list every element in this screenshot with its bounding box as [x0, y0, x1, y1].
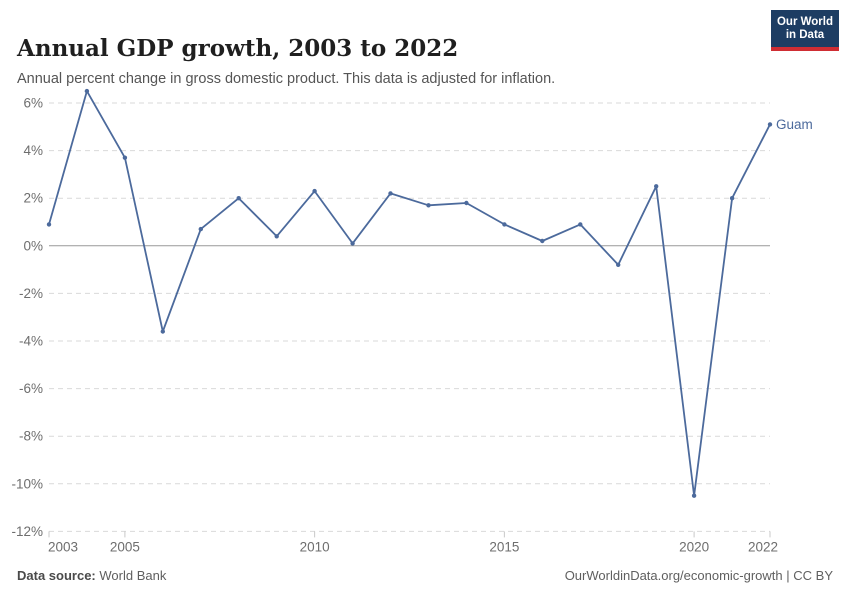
page-title: Annual GDP growth, 2003 to 2022	[17, 35, 459, 63]
data-point[interactable]	[350, 241, 355, 246]
data-point[interactable]	[198, 226, 203, 232]
data-source: Data source: World Bank	[17, 568, 166, 583]
data-point[interactable]	[388, 191, 393, 196]
data-point[interactable]	[502, 222, 507, 227]
trend-line	[48, 90, 771, 497]
data-point[interactable]	[616, 262, 621, 267]
data-source-label: Data source:	[17, 568, 96, 583]
data-point[interactable]	[540, 238, 545, 244]
data-source-value: World Bank	[99, 568, 167, 583]
credit-link[interactable]: OurWorldinData.org/economic-growth	[564, 568, 783, 583]
data-point[interactable]	[729, 196, 735, 201]
y-tick-label: 0%	[23, 238, 43, 253]
data-point[interactable]	[426, 203, 431, 208]
owid-logo-line1: Our World	[776, 16, 833, 28]
owid-logo-line2: in Data	[785, 29, 825, 41]
credit-separator: |	[782, 568, 794, 583]
y-tick-label: 2%	[23, 191, 43, 206]
chart-subtitle: Annual percent change in gross domestic …	[17, 70, 556, 87]
y-tick-label: -2%	[19, 286, 43, 301]
x-tick-label: 2015	[489, 539, 519, 554]
credit-line: OurWorldinData.org/economic-growth | CC …	[565, 568, 833, 583]
data-point[interactable]	[578, 222, 583, 227]
x-tick-label: 2005	[110, 539, 140, 554]
data-point[interactable]	[274, 234, 279, 239]
data-point[interactable]	[84, 88, 90, 94]
data-point[interactable]	[767, 122, 773, 127]
y-tick-label: -8%	[19, 429, 43, 444]
owid-logo[interactable]: Our World in Data	[771, 10, 839, 51]
y-tick-label: 4%	[23, 143, 43, 158]
y-tick-label: -10%	[11, 476, 43, 491]
y-tick-label: -4%	[19, 334, 43, 349]
y-tick-label: 6%	[23, 96, 43, 111]
data-point[interactable]	[160, 329, 165, 334]
data-point[interactable]	[312, 188, 317, 194]
data-point[interactable]	[464, 200, 469, 206]
data-point[interactable]	[236, 196, 241, 201]
y-tick-label: -12%	[11, 524, 43, 539]
entity-label[interactable]: Guam	[776, 117, 813, 132]
data-point[interactable]	[46, 222, 52, 227]
x-tick-label: 2022	[748, 539, 778, 554]
x-tick-label: 2020	[679, 539, 709, 554]
data-point[interactable]	[654, 184, 659, 189]
x-tick-label: 2003	[48, 539, 78, 554]
chart-canvas: 6% 4% 2% 0% -2% -4% -6% -8% -10% -12% 2003 2005 2010…	[11, 88, 813, 554]
y-tick-label: -6%	[19, 381, 43, 396]
data-point[interactable]	[691, 493, 697, 498]
data-point[interactable]	[122, 155, 128, 160]
x-tick-label: 2010	[300, 539, 330, 554]
license-label: CC BY	[793, 568, 833, 583]
